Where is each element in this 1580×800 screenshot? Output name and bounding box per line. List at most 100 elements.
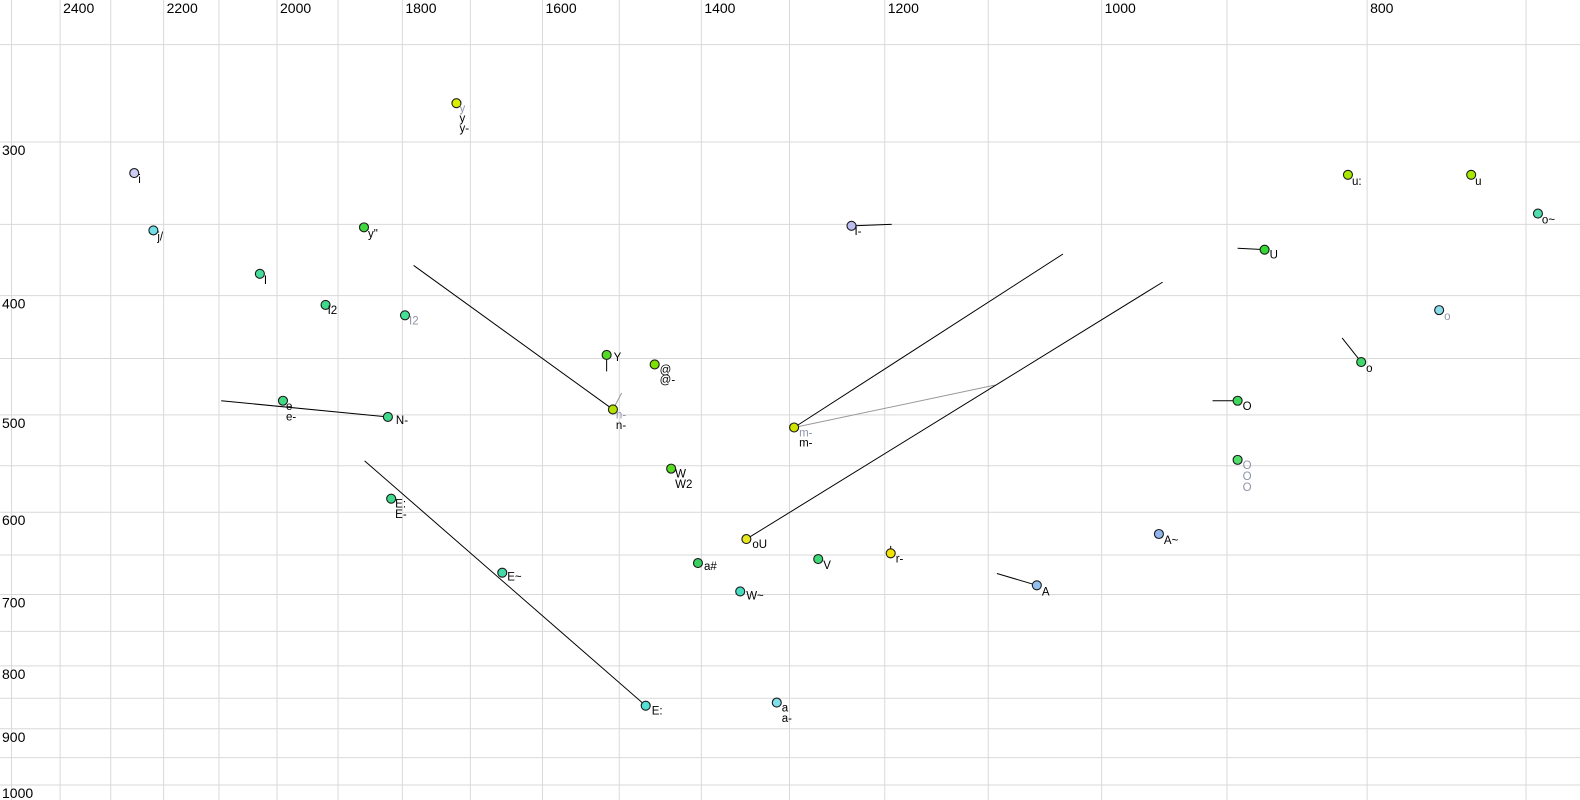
data-point-e	[277, 395, 289, 406]
data-point-I2	[320, 299, 331, 310]
x-tick-label: 1800	[405, 0, 436, 16]
point-label-j_: j/	[156, 231, 164, 243]
data-point-_	[649, 359, 660, 370]
data-point-a_	[692, 558, 703, 569]
point-label-E_b: E:	[652, 706, 663, 718]
data-point-W_	[735, 586, 746, 597]
point-label-o: o	[1366, 363, 1372, 375]
point-label-E_: E~	[507, 572, 522, 584]
x-tick-label: 1200	[888, 0, 919, 16]
connector-line	[746, 281, 1163, 540]
point-label-A_: A~	[1164, 535, 1179, 547]
data-point-j_	[148, 225, 159, 236]
point-label-m-: m-	[799, 427, 813, 439]
point-label-y: y-	[459, 123, 469, 135]
point-label-O3: O	[1243, 460, 1252, 472]
data-point-y	[451, 98, 462, 109]
data-point-o	[1356, 357, 1367, 368]
connector-line	[793, 253, 1064, 428]
connector-line	[851, 223, 892, 227]
data-point-I	[254, 268, 265, 279]
point-label-N-: N-	[396, 415, 408, 427]
data-point-i	[129, 168, 140, 179]
point-label-y: y	[459, 113, 465, 125]
point-label-e: e	[286, 401, 292, 413]
data-point-A_	[1153, 528, 1164, 540]
point-label-W: W2	[675, 479, 692, 491]
point-label-u_: u:	[1352, 176, 1362, 188]
point-label-E_a: E:	[395, 499, 406, 511]
data-point-I-	[846, 220, 857, 231]
data-point-V	[813, 553, 824, 565]
point-label-a: a	[782, 703, 789, 715]
point-label-e: e-	[286, 411, 296, 423]
x-tick-label: 2000	[280, 0, 311, 16]
data-point-E_a	[386, 493, 397, 504]
data-point-I2b	[399, 310, 411, 321]
point-label-Y: Y	[614, 352, 622, 364]
point-label-I2b: I2	[409, 315, 419, 327]
point-label-m-: m-	[799, 437, 813, 449]
x-tick-label: 2200	[167, 0, 198, 16]
y-tick-label: 500	[2, 415, 26, 431]
point-label-W_: W~	[746, 590, 764, 602]
point-label-U: U	[1270, 250, 1278, 262]
point-label-a: a-	[782, 713, 792, 725]
data-point-a	[771, 697, 782, 708]
point-label-_: @	[660, 364, 672, 376]
data-point-r-	[885, 548, 896, 559]
y-tick-label: 600	[2, 512, 26, 528]
point-label-O3: O	[1243, 482, 1252, 494]
data-point-O3	[1232, 454, 1243, 465]
point-label-u: u	[1475, 176, 1481, 188]
connector-line	[793, 384, 995, 428]
connector-line	[364, 460, 647, 707]
data-point-y_	[358, 222, 370, 233]
point-label-I: I	[264, 275, 267, 287]
data-point-N-	[382, 411, 393, 423]
point-label-O3: O	[1243, 471, 1252, 483]
point-label-I2: I2	[328, 305, 338, 317]
data-point-u	[1466, 169, 1477, 180]
y-tick-label: 700	[2, 595, 26, 611]
point-label-O: O	[1243, 401, 1252, 413]
y-tick-label: 400	[2, 296, 26, 312]
data-point-o_	[1532, 208, 1543, 219]
y-tick-label: 300	[2, 142, 26, 158]
connector-line	[1341, 337, 1362, 363]
data-point-oU	[741, 534, 752, 545]
point-label-a_: a#	[704, 561, 717, 573]
point-label-n-: n-	[616, 409, 626, 421]
point-label-V: V	[823, 560, 831, 572]
data-point-E_b	[640, 700, 651, 711]
y-tick-label: 800	[2, 666, 26, 682]
point-label-ob: o	[1444, 311, 1450, 323]
point-label-E_a: E-	[395, 509, 407, 521]
data-point-Y	[601, 349, 612, 361]
data-point-O	[1232, 395, 1243, 406]
point-label-i: i	[138, 174, 141, 186]
point-label-_: @-	[660, 374, 676, 386]
point-label-o_: o~	[1542, 215, 1555, 227]
data-point-u_	[1342, 169, 1353, 180]
data-point-ob	[1434, 305, 1445, 316]
point-label-r-: r-	[896, 553, 904, 565]
x-tick-label: 800	[1370, 0, 1394, 16]
data-point-E_	[497, 567, 508, 578]
point-label-I-: I-	[854, 226, 861, 238]
connector-line	[413, 265, 614, 410]
x-tick-label: 1400	[704, 0, 735, 16]
x-tick-label: 1600	[545, 0, 576, 16]
y-tick-label: 900	[2, 729, 26, 745]
y-tick-label: 1000	[2, 785, 33, 800]
data-point-m-	[789, 422, 800, 433]
data-point-A	[1031, 580, 1042, 591]
connector-line	[996, 573, 1037, 586]
data-point-W	[666, 463, 677, 474]
point-label-n-: n-	[616, 420, 626, 432]
data-point-n-	[607, 404, 618, 415]
point-label-y_: y"	[368, 228, 378, 240]
data-point-U	[1259, 244, 1270, 255]
point-label-W: W	[675, 469, 686, 481]
